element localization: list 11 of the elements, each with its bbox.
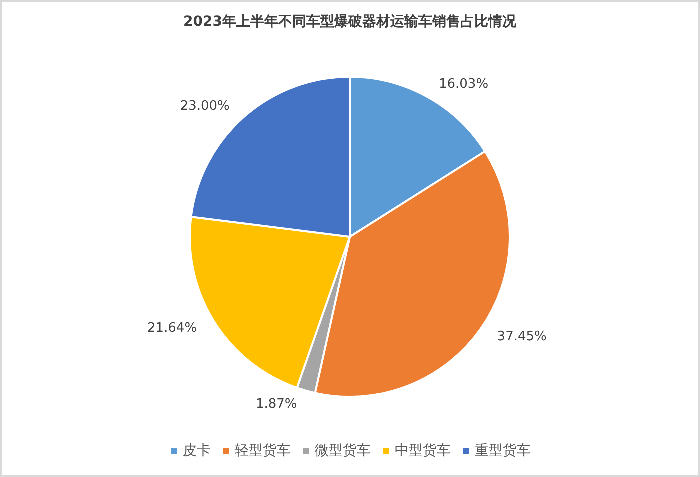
legend-label: 微型货车 [315,443,371,459]
data-label: 37.45% [497,330,547,345]
legend-label: 中型货车 [395,443,451,459]
data-label: 16.03% [438,77,489,92]
legend-label: 轻型货车 [235,443,291,459]
data-label: 21.64% [147,321,198,336]
data-label: 23.00% [180,98,230,114]
legend-label: 重型货车 [475,443,531,459]
data-label: 1.87% [256,396,298,412]
legend-label: 皮卡 [183,443,211,459]
chart-title: 2023年上半年不同车型爆破器材运输车销售占比情况 [184,13,518,30]
